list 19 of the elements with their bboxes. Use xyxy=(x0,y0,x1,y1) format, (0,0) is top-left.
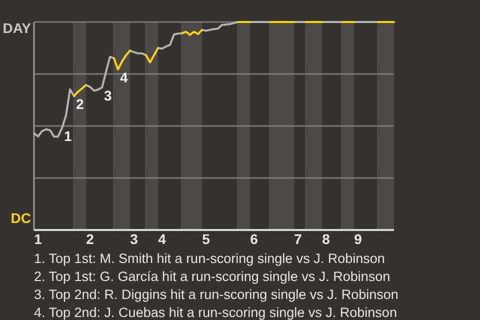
x-tick-label: 6 xyxy=(250,231,258,247)
text: 1. Top 1st: M. Smith hit a run-scoring single vs J. Robinson xyxy=(34,251,385,266)
x-tick-label: 5 xyxy=(202,231,210,247)
text: 4. Top 2nd: J. Cuebas hit a run-scoring single vs J. Robinson xyxy=(34,305,397,320)
x-tick-label: 7 xyxy=(294,231,302,247)
annotation: 2 xyxy=(76,96,84,112)
x-tick-label: 1 xyxy=(34,231,42,247)
annotation: 4 xyxy=(120,69,128,86)
annotation: 3 xyxy=(104,87,112,104)
text: 2. Top 1st: G. García hit a run-scoring single vs J. Robinson xyxy=(34,269,390,284)
text: 3. Top 2nd: R. Diggins hit a run-scoring single vs J. Robinson xyxy=(34,287,398,302)
text: DC xyxy=(10,210,31,226)
x-tick-label: 3 xyxy=(130,231,138,247)
x-tick-label: 2 xyxy=(86,231,94,247)
text: DAY xyxy=(2,20,32,36)
x-tick-label: 8 xyxy=(322,231,330,247)
x-tick-label: 9 xyxy=(354,231,362,247)
x-tick-label: 4 xyxy=(158,231,166,247)
annotation: 1 xyxy=(64,128,72,144)
